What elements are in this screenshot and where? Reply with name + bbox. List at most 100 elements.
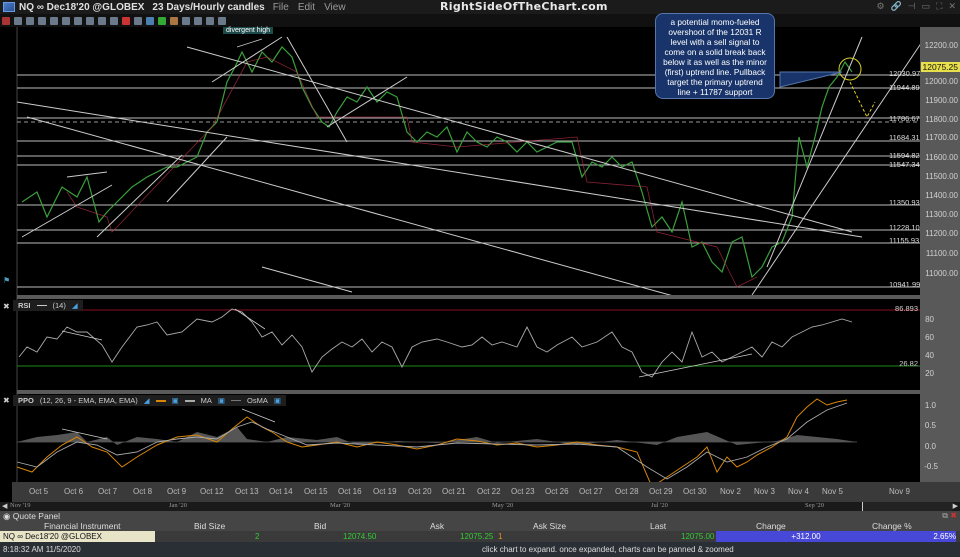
- quote-panel-title[interactable]: ◉ Quote Panel: [3, 511, 61, 521]
- column-header[interactable]: Bid: [314, 521, 327, 531]
- column-header[interactable]: Ask Size: [533, 521, 567, 531]
- filter-icon[interactable]: [110, 16, 118, 25]
- ma-checkbox-icon[interactable]: ▣: [217, 396, 226, 405]
- title-bar: NQ ∞ Dec18'20 @GLOBEX 23 Days/Hourly can…: [0, 0, 960, 14]
- column-header[interactable]: Financial Instrument: [44, 521, 121, 531]
- collapse-icon[interactable]: ◉: [3, 511, 13, 521]
- quote-row[interactable]: NQ ∞ Dec18'20 @GLOBEX 2 12074.50 12075.2…: [0, 531, 960, 542]
- time-tick: Oct 7: [98, 487, 118, 496]
- scroll-right-icon[interactable]: ▶: [952, 503, 958, 510]
- ppo-line: [16, 398, 848, 482]
- level-label: 11155.93: [889, 236, 920, 245]
- column-header[interactable]: Bid Size: [194, 521, 226, 531]
- overview-label: Sep '20: [805, 502, 825, 509]
- brand-logo: RightSideOfTheChart.com: [440, 0, 608, 13]
- target-icon[interactable]: [170, 16, 178, 25]
- overview-window-handle[interactable]: [862, 502, 952, 511]
- menu-file[interactable]: File: [272, 1, 289, 13]
- detach-icon[interactable]: ⧉: [942, 511, 948, 520]
- time-tick: Oct 16: [338, 487, 362, 496]
- price-tick: 11700.00: [925, 133, 958, 142]
- rsi-params[interactable]: (14): [52, 301, 66, 310]
- time-axis[interactable]: Oct 5 Oct 6 Oct 7 Oct 8 Oct 9 Oct 12 Oct…: [12, 482, 960, 502]
- zoom-in-icon[interactable]: [182, 16, 190, 25]
- symbol-title[interactable]: NQ ∞ Dec18'20 @GLOBEX: [19, 1, 145, 13]
- column-header[interactable]: Ask: [430, 521, 445, 531]
- chart-app-icon: [3, 2, 15, 12]
- maximize-icon[interactable]: ⛶: [936, 1, 943, 11]
- instrument-cell[interactable]: NQ ∞ Dec18'20 @GLOBEX: [0, 531, 155, 542]
- zoom-out-icon[interactable]: [194, 16, 202, 25]
- osma-histogram: [17, 427, 857, 445]
- column-header[interactable]: Change %: [872, 521, 912, 531]
- time-tick: Oct 13: [235, 487, 259, 496]
- settings-icon[interactable]: ◢: [143, 396, 150, 405]
- highlight-circle: [838, 57, 862, 81]
- change-pct-cell: 2.65%: [933, 532, 956, 541]
- scroll-left-icon[interactable]: ◀: [2, 503, 8, 510]
- price-tick: 11600.00: [925, 153, 958, 162]
- settings-icon[interactable]: ◢: [71, 301, 78, 310]
- rsi-close-icon[interactable]: ✖: [3, 302, 10, 311]
- price-axis[interactable]: 12200.00 12000.00 11900.00 11800.00 1170…: [895, 27, 960, 482]
- price-chart[interactable]: [12, 27, 930, 482]
- globe-icon[interactable]: [50, 16, 58, 25]
- column-header[interactable]: Last: [650, 521, 667, 531]
- time-tick: Nov 3: [754, 487, 775, 496]
- price-tick: 11800.00: [925, 115, 958, 124]
- overview-navigator[interactable]: ◀ Nov '19 Jan '20 Mar '20 May '20 Jul '2…: [0, 502, 960, 511]
- refresh-icon[interactable]: [206, 16, 214, 25]
- windows-icon[interactable]: [98, 16, 106, 25]
- price-tick: 11200.00: [925, 229, 958, 238]
- bars-icon[interactable]: [134, 16, 142, 25]
- menu-view[interactable]: View: [324, 1, 346, 13]
- column-header[interactable]: Change: [756, 521, 786, 531]
- indicator-icon[interactable]: [158, 16, 166, 25]
- level-label: 11594.82: [889, 151, 920, 160]
- crosshair-icon[interactable]: [2, 16, 10, 25]
- image-icon[interactable]: [74, 16, 82, 25]
- settings-wrench-icon[interactable]: [218, 16, 226, 25]
- ppo-checkbox-icon[interactable]: ▣: [171, 396, 179, 405]
- rsi-tick: 40: [925, 351, 934, 360]
- timeframe-selector[interactable]: 23 Days/Hourly candles: [152, 1, 265, 13]
- hint-text: click chart to expand. once expanded, ch…: [482, 545, 734, 554]
- flag-icon[interactable]: ⚑: [3, 276, 11, 285]
- layout-icon[interactable]: [86, 16, 94, 25]
- status-bar: 8:18:32 AM 11/5/2020 click chart to expa…: [0, 542, 960, 557]
- ppo-close-icon[interactable]: ✖: [3, 396, 10, 405]
- osma-checkbox-icon[interactable]: ▣: [273, 396, 281, 405]
- minimize-icon[interactable]: ▭: [921, 1, 931, 11]
- draw-line-icon[interactable]: [122, 16, 130, 25]
- level-label: 12030.97: [889, 69, 921, 78]
- ma-line-swatch: [184, 399, 195, 402]
- level-label: 11684.31: [889, 133, 920, 142]
- overview-label: Jul '20: [651, 502, 668, 509]
- grid-icon[interactable]: [26, 16, 34, 25]
- pin-icon[interactable]: ⊣: [907, 1, 916, 11]
- ppo-params[interactable]: (12, 26, 9 - EMA, EMA, EMA): [39, 396, 138, 405]
- pullback-arrow: [849, 81, 876, 119]
- mountain-icon[interactable]: [146, 16, 154, 25]
- time-tick: Nov 9: [889, 487, 910, 496]
- circle-icon[interactable]: [62, 16, 70, 25]
- ask-size-cell: 1: [498, 532, 503, 541]
- level-label: 11228.10: [889, 223, 920, 232]
- pointer-icon[interactable]: [14, 16, 22, 25]
- time-tick: Oct 9: [167, 487, 187, 496]
- level-label: 11786.67: [889, 114, 920, 123]
- close-panel-icon[interactable]: ✖: [950, 511, 957, 520]
- time-tick: Oct 19: [373, 487, 397, 496]
- level-label: 11547.34: [889, 160, 920, 169]
- bid-cell: 12074.50: [343, 532, 377, 541]
- menu-edit[interactable]: Edit: [297, 1, 316, 13]
- price-tick: 11400.00: [925, 191, 958, 200]
- quote-panel: ◉ Quote Panel ⧉ ✖ Financial Instrument B…: [0, 511, 960, 542]
- print-icon[interactable]: [38, 16, 46, 25]
- gear-icon[interactable]: ⚙: [876, 1, 885, 11]
- analysis-callout: a potential momo-fueled overshoot of the…: [655, 13, 775, 99]
- time-tick: Nov 2: [720, 487, 741, 496]
- link-icon[interactable]: 🔗: [890, 1, 902, 11]
- close-icon[interactable]: ✕: [948, 1, 956, 11]
- ppo-ma-line: [16, 402, 848, 480]
